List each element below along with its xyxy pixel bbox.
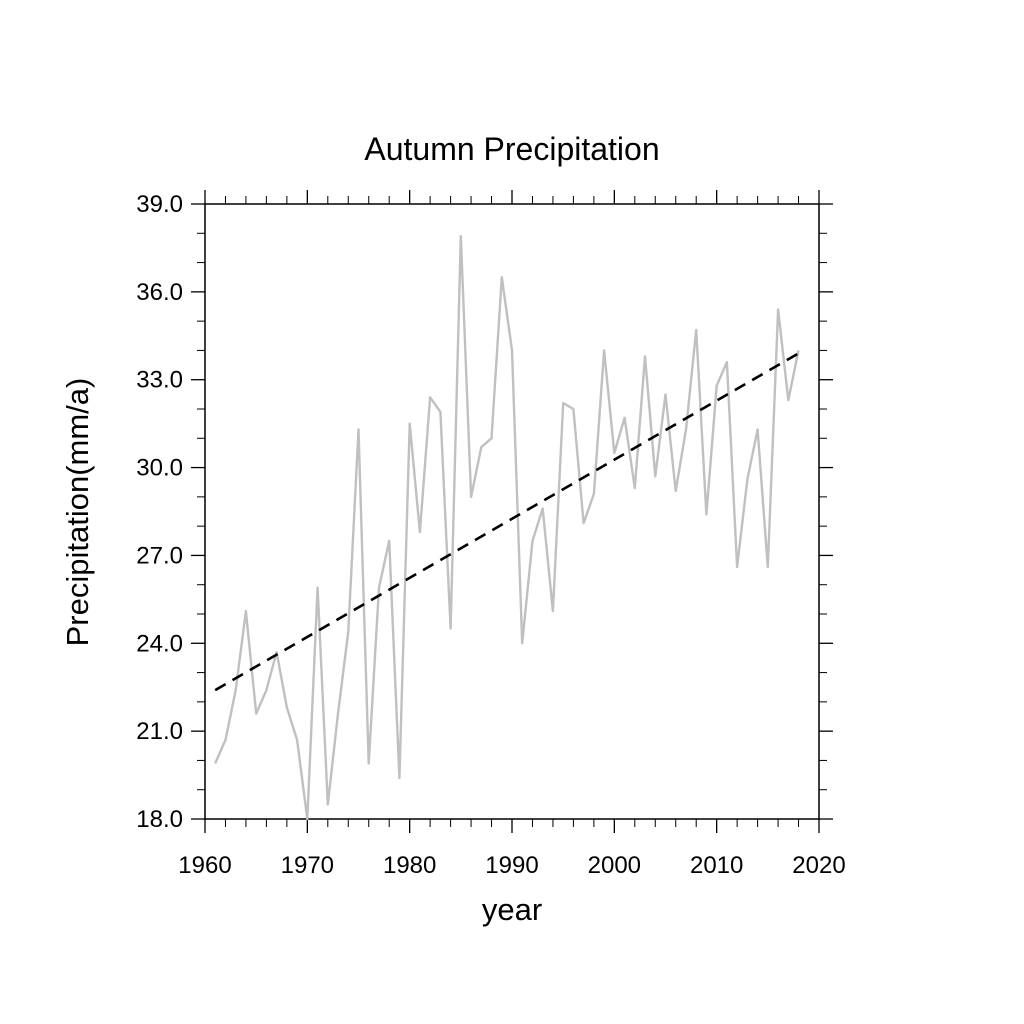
plot-border	[204, 203, 820, 820]
trend-line	[214, 352, 800, 692]
y-axis: 18.0 21.0 24.0 27.0 30.0 33.0 36.0 39.0	[136, 191, 833, 833]
plot-frame	[204, 203, 820, 820]
y-tick-label: 39.0	[136, 191, 183, 218]
x-tick-label: 1980	[383, 852, 436, 879]
y-tick-label: 21.0	[136, 718, 183, 745]
x-axis: 1960 1970 1980 1990 2000 2010 2020	[178, 190, 846, 879]
precipitation-line	[214, 234, 800, 821]
x-tick-label: 2000	[588, 852, 641, 879]
x-tick-label: 2020	[792, 852, 845, 879]
x-axis-title: year	[482, 892, 542, 927]
y-tick-label: 24.0	[136, 630, 183, 657]
y-tick-label: 30.0	[136, 455, 183, 482]
chart-title: Autumn Precipitation	[364, 131, 659, 167]
y-tick-label: 18.0	[136, 806, 183, 833]
y-axis-title: Precipitation(mm/a)	[60, 378, 95, 647]
y-tick-label: 36.0	[136, 279, 183, 306]
y-tick-label: 33.0	[136, 367, 183, 394]
series-layer	[214, 234, 800, 821]
x-tick-label: 1990	[485, 852, 538, 879]
x-tick-label: 1960	[178, 852, 231, 879]
x-tick-label: 1970	[281, 852, 334, 879]
y-tick-label: 27.0	[136, 542, 183, 569]
x-tick-label: 2010	[690, 852, 743, 879]
